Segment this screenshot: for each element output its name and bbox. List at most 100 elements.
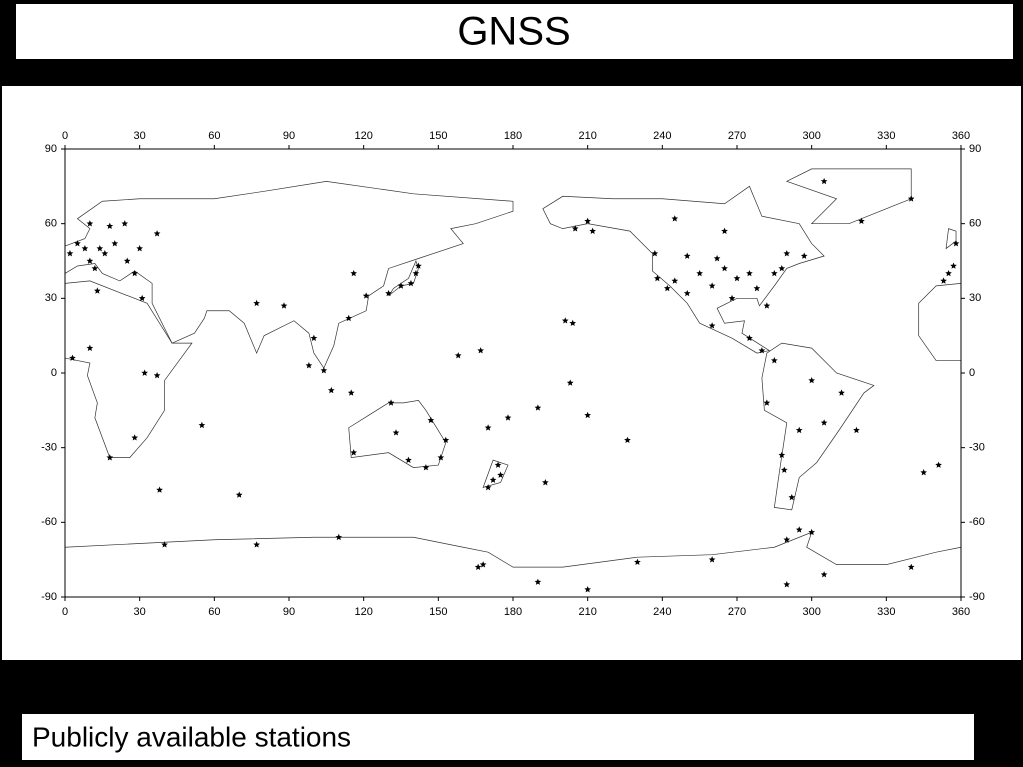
station <box>153 230 161 237</box>
x-tick-label: 270 <box>728 130 746 142</box>
x-tick-label: 300 <box>802 606 820 618</box>
station <box>783 250 791 257</box>
station <box>624 436 631 444</box>
x-tick-label: 60 <box>208 606 220 618</box>
station <box>387 399 395 406</box>
station <box>74 240 81 247</box>
station <box>86 257 94 264</box>
x-tick-label: 360 <box>952 606 970 618</box>
station <box>253 299 260 307</box>
station <box>708 282 716 289</box>
station <box>362 292 370 299</box>
station <box>713 255 721 262</box>
station <box>310 334 318 341</box>
x-tick-label: 30 <box>134 606 146 618</box>
station <box>808 376 815 384</box>
x-tick-label: 0 <box>62 130 68 142</box>
station <box>86 220 94 227</box>
station <box>412 269 420 277</box>
station <box>327 386 335 394</box>
station <box>950 262 957 269</box>
station <box>758 347 766 354</box>
station <box>198 421 206 429</box>
station <box>66 250 74 257</box>
station <box>474 563 482 570</box>
station <box>69 354 76 361</box>
station <box>788 493 796 501</box>
station <box>795 426 803 434</box>
station <box>484 483 492 491</box>
y-tick-label: 30 <box>969 292 981 304</box>
x-tick-label: 330 <box>877 606 895 618</box>
x-tick-label: 120 <box>354 130 372 142</box>
station <box>651 250 659 257</box>
x-tick-label: 0 <box>62 606 68 618</box>
station <box>504 414 512 421</box>
station <box>347 389 355 396</box>
station <box>280 302 288 309</box>
station <box>427 416 435 424</box>
title: GNSS <box>457 10 570 54</box>
station <box>442 436 450 444</box>
station <box>920 469 927 476</box>
station <box>494 461 502 468</box>
station <box>253 541 260 548</box>
station <box>584 217 591 225</box>
station <box>935 461 942 468</box>
y-tick-label: 60 <box>45 218 57 230</box>
station <box>320 367 328 374</box>
station <box>111 240 119 247</box>
station <box>479 561 487 568</box>
station <box>696 269 703 277</box>
station <box>489 476 497 483</box>
x-tick-label: 210 <box>578 130 596 142</box>
y-tick-label: -90 <box>41 591 57 603</box>
y-tick-label: 90 <box>45 143 57 155</box>
station <box>136 245 143 252</box>
station <box>795 526 803 533</box>
station <box>820 177 828 185</box>
station <box>683 289 691 297</box>
station <box>671 215 679 222</box>
x-tick-label: 330 <box>877 130 895 142</box>
x-tick-label: 240 <box>653 606 671 618</box>
x-tick-label: 150 <box>429 130 447 142</box>
station <box>385 289 392 297</box>
station <box>569 319 577 327</box>
station <box>477 347 484 354</box>
station <box>454 352 462 359</box>
station <box>634 558 641 565</box>
station <box>422 464 430 471</box>
station <box>392 429 400 436</box>
station <box>663 284 671 292</box>
station <box>335 533 343 541</box>
x-tick-label: 90 <box>283 606 295 618</box>
station <box>771 357 778 364</box>
station <box>106 222 114 229</box>
station <box>141 369 148 376</box>
x-tick-label: 180 <box>504 130 522 142</box>
station <box>838 389 845 396</box>
station <box>534 578 542 585</box>
station <box>778 451 786 458</box>
station <box>121 220 129 227</box>
station <box>405 456 412 463</box>
station <box>542 479 549 486</box>
station <box>746 269 753 277</box>
caption: Publicly available stations <box>32 721 351 752</box>
station <box>853 426 860 434</box>
y-tick-label: -90 <box>969 591 985 603</box>
station <box>771 269 778 277</box>
station <box>940 277 947 284</box>
station <box>778 264 786 272</box>
station <box>101 250 109 257</box>
x-tick-label: 120 <box>354 606 372 618</box>
coastlines <box>65 169 961 567</box>
station <box>350 449 358 456</box>
station <box>161 541 168 548</box>
y-tick-label: -60 <box>969 516 985 528</box>
y-tick-label: -60 <box>41 516 57 528</box>
station <box>721 264 728 272</box>
station <box>138 294 146 302</box>
station <box>780 466 788 473</box>
